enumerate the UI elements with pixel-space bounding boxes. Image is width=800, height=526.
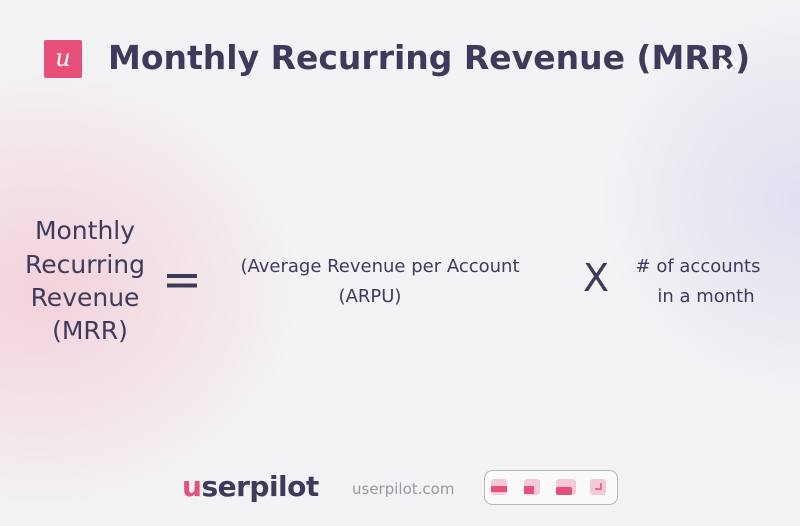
formula-right: in a month (657, 286, 755, 307)
formula-left: Recurring (25, 250, 145, 279)
formula-left: Revenue (30, 283, 140, 312)
url: userpilot.com (352, 480, 455, 498)
formula-middle: (ARPU) (338, 286, 402, 307)
keyboard-icons (484, 470, 618, 505)
formula-right: # of accounts (635, 256, 761, 277)
equals-sign: = (161, 252, 203, 308)
formula-left: Monthly (34, 216, 136, 245)
chevrons (719, 57, 739, 71)
formula-middle: (Average Revenue per Account (240, 256, 520, 277)
brand: userpilot (182, 470, 319, 503)
title: Monthly Recurring Revenue (MRR) (108, 38, 751, 77)
formula-left: (MRR) (52, 316, 128, 345)
times-sign: X (582, 256, 610, 300)
logo: u (44, 40, 82, 78)
